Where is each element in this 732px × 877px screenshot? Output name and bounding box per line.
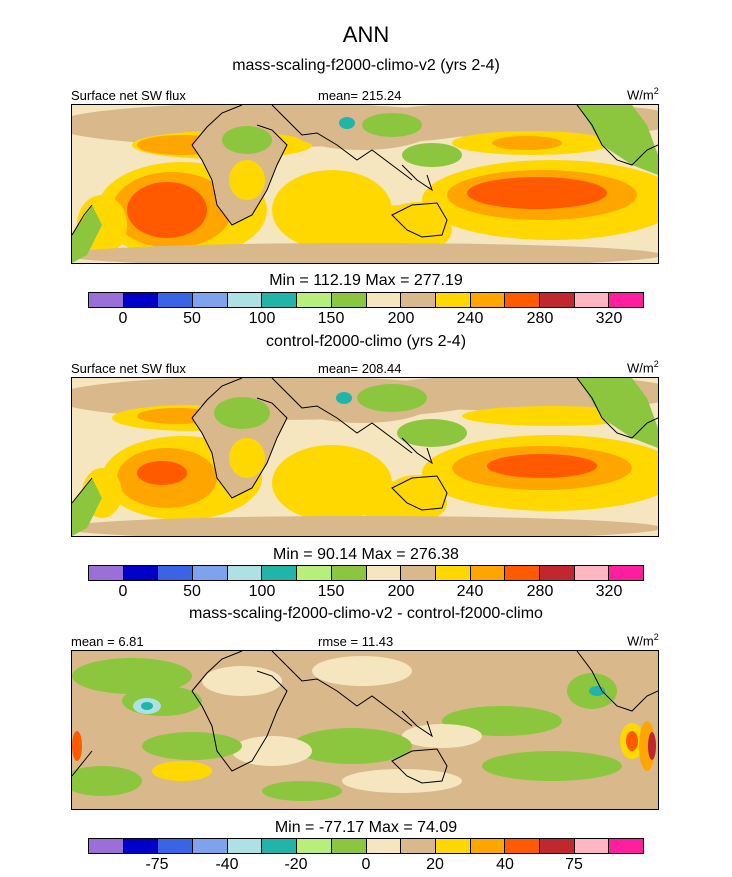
panel2-tick-2: 100 bbox=[248, 583, 276, 600]
colorbar-swatch bbox=[539, 293, 575, 307]
panel1-variable-label: Surface net SW flux bbox=[71, 88, 186, 103]
panel1-units: W/m2 bbox=[627, 86, 659, 103]
colorbar-swatch bbox=[262, 293, 298, 307]
colorbar-swatch bbox=[193, 293, 228, 307]
colorbar-swatch bbox=[227, 293, 263, 307]
colorbar-swatch bbox=[470, 839, 506, 853]
colorbar-swatch bbox=[331, 839, 367, 853]
panel1-minmax: Min = 112.19 Max = 277.19 bbox=[269, 272, 463, 289]
panel1-tick-3: 150 bbox=[317, 310, 345, 327]
panel1-tick-7: 320 bbox=[595, 310, 623, 327]
colorbar-swatch bbox=[401, 293, 436, 307]
panel3-tick-4: 20 bbox=[426, 856, 444, 873]
panel2-tick-6: 280 bbox=[526, 583, 554, 600]
colorbar-swatch bbox=[158, 839, 194, 853]
colorbar-swatch bbox=[609, 293, 643, 307]
colorbar-swatch bbox=[227, 566, 263, 580]
colorbar-swatch bbox=[123, 293, 159, 307]
colorbar-swatch bbox=[297, 566, 332, 580]
panel3-colorbar bbox=[88, 838, 644, 854]
colorbar-swatch bbox=[123, 566, 159, 580]
panel2-tick-0: 0 bbox=[118, 583, 128, 600]
panel1-tick-2: 100 bbox=[248, 310, 276, 327]
colorbar-swatch bbox=[609, 566, 643, 580]
panel1-colorbar bbox=[88, 292, 644, 308]
colorbar-swatch bbox=[297, 293, 332, 307]
colorbar-swatch bbox=[574, 293, 610, 307]
colorbar-swatch bbox=[331, 566, 367, 580]
panel3-tick-6: 75 bbox=[565, 856, 583, 873]
colorbar-swatch bbox=[331, 293, 367, 307]
colorbar-swatch bbox=[158, 566, 194, 580]
main-title: ANN bbox=[342, 22, 390, 47]
colorbar-swatch bbox=[435, 839, 471, 853]
panel2-tick-7: 320 bbox=[595, 583, 623, 600]
panel3-minmax: Min = -77.17 Max = 74.09 bbox=[274, 819, 458, 836]
colorbar-swatch bbox=[505, 293, 540, 307]
panel2-tick-4: 200 bbox=[387, 583, 415, 600]
colorbar-swatch bbox=[262, 839, 298, 853]
panel3-tick-3: 0 bbox=[361, 856, 371, 873]
colorbar-swatch bbox=[158, 293, 194, 307]
colorbar-swatch bbox=[366, 566, 402, 580]
colorbar-swatch bbox=[470, 293, 506, 307]
colorbar-swatch bbox=[193, 566, 228, 580]
colorbar-swatch bbox=[574, 566, 610, 580]
panel3-map bbox=[71, 650, 659, 810]
panel1-tick-5: 240 bbox=[456, 310, 484, 327]
colorbar-swatch bbox=[435, 293, 471, 307]
colorbar-swatch bbox=[505, 566, 540, 580]
colorbar-swatch bbox=[539, 566, 575, 580]
panel1-tick-6: 280 bbox=[526, 310, 554, 327]
colorbar-swatch bbox=[89, 839, 124, 853]
panel3-tick-1: -40 bbox=[215, 856, 239, 873]
colorbar-swatch bbox=[574, 839, 610, 853]
colorbar-swatch bbox=[401, 566, 436, 580]
colorbar-swatch bbox=[609, 839, 643, 853]
panel2-tick-3: 150 bbox=[317, 583, 345, 600]
colorbar-swatch bbox=[366, 293, 402, 307]
colorbar-swatch bbox=[297, 839, 332, 853]
panel3-tick-0: -75 bbox=[145, 856, 169, 873]
panel2-tick-5: 240 bbox=[456, 583, 484, 600]
colorbar-swatch bbox=[262, 566, 298, 580]
colorbar-swatch bbox=[401, 839, 436, 853]
panel2-colorbar bbox=[88, 565, 644, 581]
panel2-map bbox=[71, 377, 659, 537]
panel3-rmse-label: rmse = 11.43 bbox=[318, 634, 394, 649]
colorbar-swatch bbox=[505, 839, 540, 853]
colorbar-swatch bbox=[227, 839, 263, 853]
panel1-tick-4: 200 bbox=[387, 310, 415, 327]
panel2-variable-label: Surface net SW flux bbox=[71, 361, 186, 376]
panel1-mean-label: mean= 215.24 bbox=[318, 88, 402, 103]
colorbar-swatch bbox=[193, 839, 228, 853]
colorbar-swatch bbox=[89, 566, 124, 580]
colorbar-swatch bbox=[123, 839, 159, 853]
colorbar-swatch bbox=[435, 566, 471, 580]
panel2-minmax: Min = 90.14 Max = 276.38 bbox=[273, 546, 459, 563]
panel3-units: W/m2 bbox=[627, 632, 659, 649]
panel1-title: mass-scaling-f2000-climo-v2 (yrs 2-4) bbox=[232, 57, 500, 74]
panel1-tick-1: 50 bbox=[183, 310, 201, 327]
colorbar-swatch bbox=[89, 293, 124, 307]
panel3-tick-5: 40 bbox=[496, 856, 514, 873]
panel2-title: control-f2000-climo (yrs 2-4) bbox=[265, 333, 467, 350]
panel3-mean-label: mean = 6.81 bbox=[71, 634, 144, 649]
colorbar-swatch bbox=[366, 839, 402, 853]
panel2-tick-1: 50 bbox=[183, 583, 201, 600]
panel3-title: mass-scaling-f2000-climo-v2 - control-f2… bbox=[189, 605, 543, 622]
colorbar-swatch bbox=[539, 839, 575, 853]
colorbar-swatch bbox=[470, 566, 506, 580]
panel3-tick-2: -20 bbox=[284, 856, 308, 873]
panel1-tick-0: 0 bbox=[118, 310, 128, 327]
panel2-mean-label: mean= 208.44 bbox=[318, 361, 402, 376]
panel2-units: W/m2 bbox=[627, 359, 659, 376]
panel1-map bbox=[71, 104, 659, 264]
